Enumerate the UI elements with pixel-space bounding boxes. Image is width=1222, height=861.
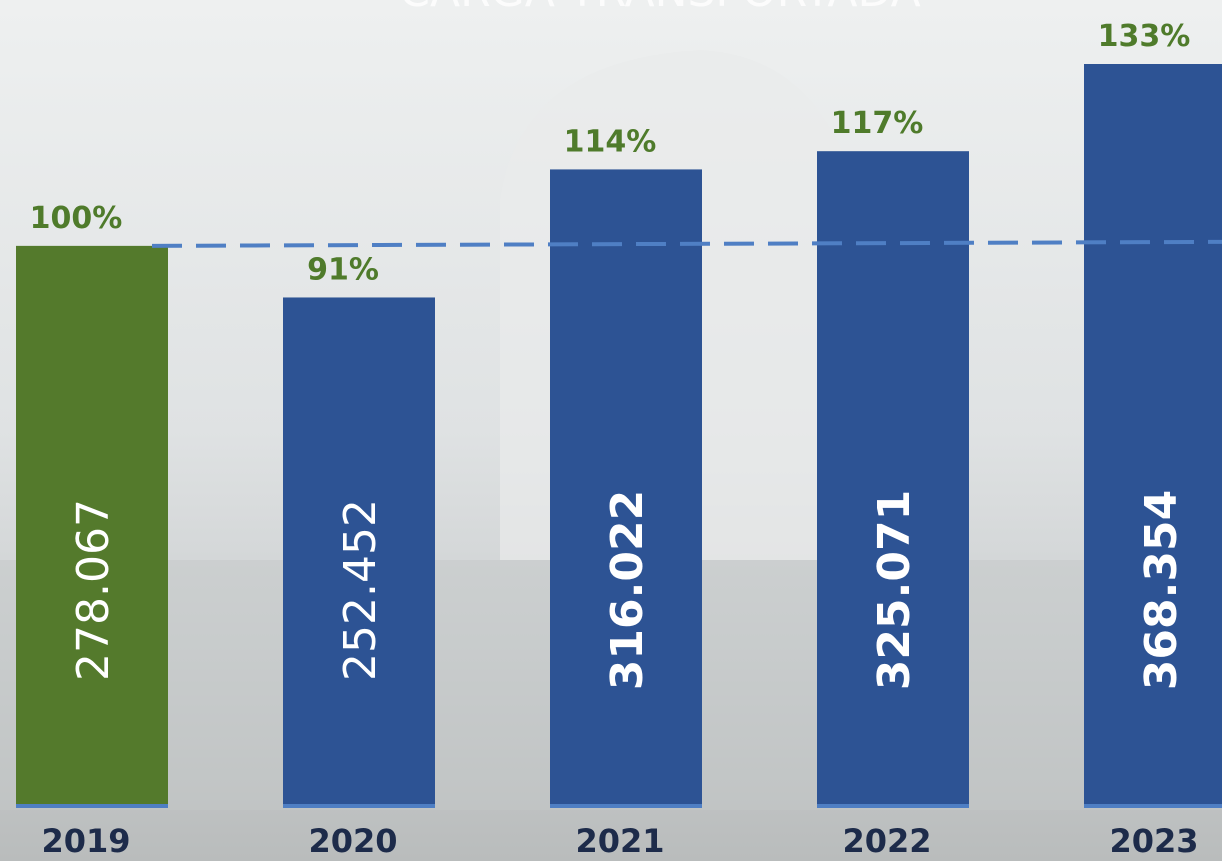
bar-base bbox=[550, 804, 702, 808]
x-tick-label: 2022 bbox=[842, 822, 931, 860]
bar-base bbox=[1084, 804, 1222, 808]
x-tick-label: 2023 bbox=[1109, 822, 1198, 860]
value-label: 252.452 bbox=[335, 499, 386, 681]
value-label: 325.071 bbox=[869, 490, 920, 690]
percent-label: 133% bbox=[1098, 19, 1191, 54]
bar-base bbox=[283, 804, 435, 808]
value-label: 368.354 bbox=[1136, 490, 1187, 690]
bar bbox=[550, 169, 702, 806]
value-label: 316.022 bbox=[602, 490, 653, 690]
value-label: 278.067 bbox=[68, 499, 119, 681]
x-tick-label: 2020 bbox=[308, 822, 397, 860]
bar bbox=[283, 297, 435, 806]
chart-title: CARGA TRANSPORTADA bbox=[399, 0, 921, 17]
reference-line bbox=[151, 239, 1222, 248]
percent-label: 114% bbox=[564, 124, 657, 159]
percent-label: 117% bbox=[831, 106, 924, 141]
percent-label: 100% bbox=[30, 201, 123, 236]
bar bbox=[1084, 64, 1222, 806]
bar-base bbox=[817, 804, 969, 808]
x-tick-label: 2021 bbox=[575, 822, 664, 860]
bar bbox=[16, 245, 168, 807]
bar bbox=[817, 151, 969, 806]
percent-label: 91% bbox=[307, 252, 379, 287]
bar-base bbox=[16, 804, 168, 808]
x-tick-label: 2019 bbox=[41, 822, 130, 860]
